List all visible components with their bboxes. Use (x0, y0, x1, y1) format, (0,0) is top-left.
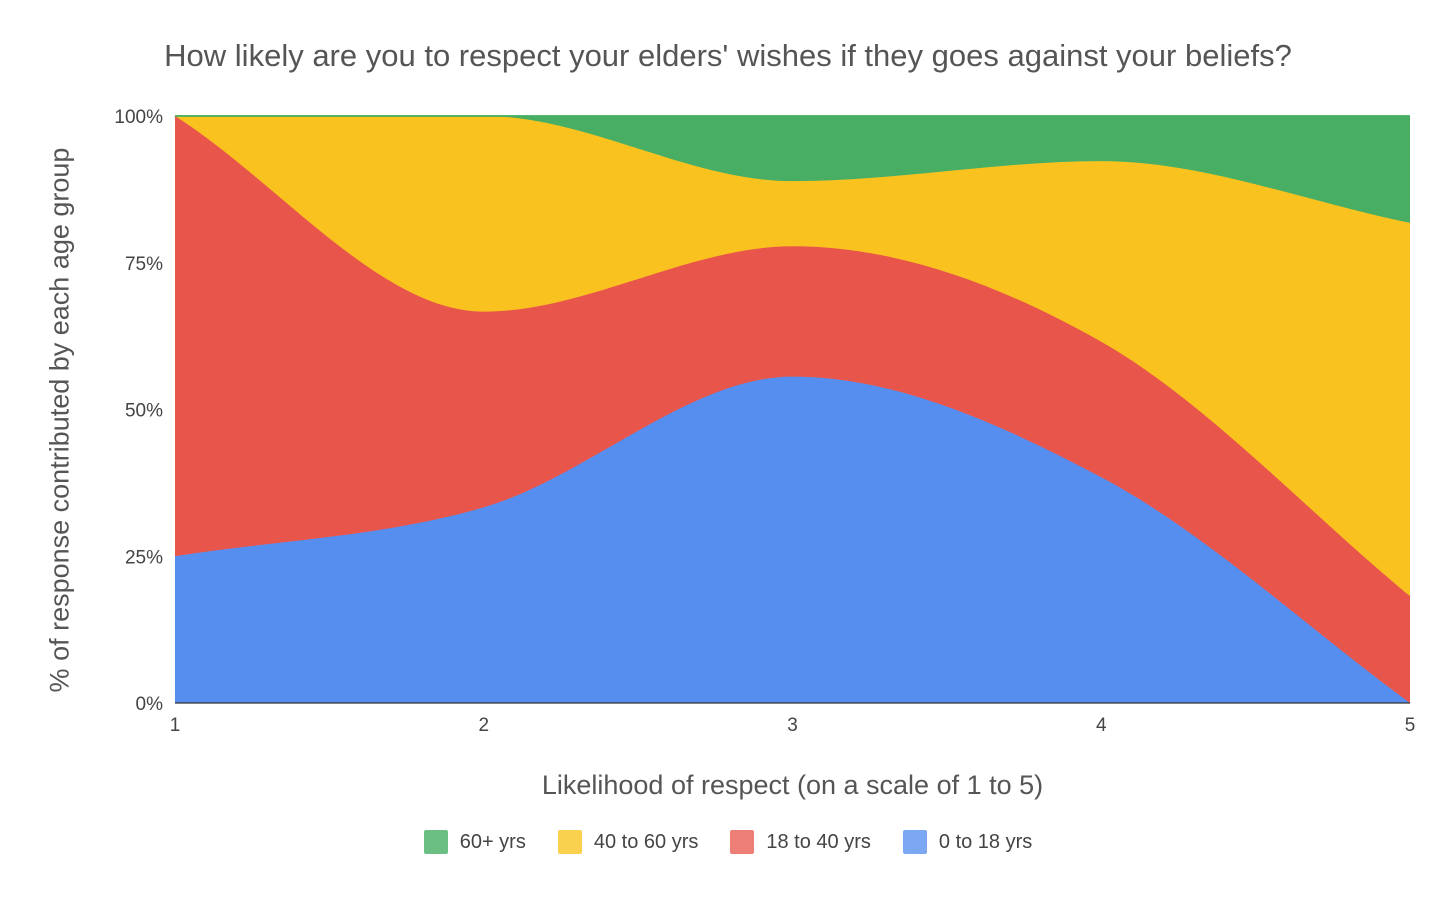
legend-item[interactable]: 40 to 60 yrs (557, 830, 699, 854)
area-60-yrs (175, 116, 1410, 223)
legend-swatch (557, 830, 582, 854)
x-tick-label: 4 (1096, 715, 1107, 736)
y-tick-label: 0% (136, 694, 164, 715)
legend-item[interactable]: 18 to 40 yrs (730, 830, 871, 854)
legend-swatch (423, 830, 448, 854)
chart-title: How likely are you to respect your elder… (164, 38, 1292, 73)
legend-swatch (730, 830, 755, 854)
area-40-to-60-yrs (175, 116, 1410, 597)
x-tick-label: 2 (478, 715, 489, 736)
y-tick-layer: 0% 25% 50% 75% 100% (114, 107, 163, 715)
legend-item[interactable]: 0 to 18 yrs (902, 830, 1033, 854)
x-tick-layer: 1 2 3 4 5 (170, 715, 1416, 736)
area-0-to-18-yrs (175, 376, 1410, 703)
y-tick-label: 75% (125, 254, 163, 275)
legend-label: 40 to 60 yrs (593, 830, 699, 853)
x-tick-label: 1 (170, 715, 181, 736)
legend-label: 60+ yrs (459, 830, 526, 853)
y-tick-label: 100% (114, 107, 163, 128)
x-axis-label: Likelihood of respect (on a scale of 1 t… (541, 770, 1044, 800)
legend-label: 0 to 18 yrs (938, 830, 1033, 853)
legend-item[interactable]: 60+ yrs (423, 830, 526, 854)
area-layer (174, 114, 1411, 704)
y-tick-label: 50% (125, 401, 163, 422)
legend-label: 18 to 40 yrs (766, 830, 871, 853)
area-18-to-40-yrs (175, 116, 1410, 703)
y-tick-label: 25% (125, 547, 163, 568)
x-tick-label: 3 (787, 715, 798, 736)
legend: 60+ yrs 40 to 60 yrs 18 to 40 yrs 0 to 18 y… (0, 830, 1456, 854)
legend-swatch (902, 830, 927, 854)
x-tick-label: 5 (1405, 715, 1416, 736)
